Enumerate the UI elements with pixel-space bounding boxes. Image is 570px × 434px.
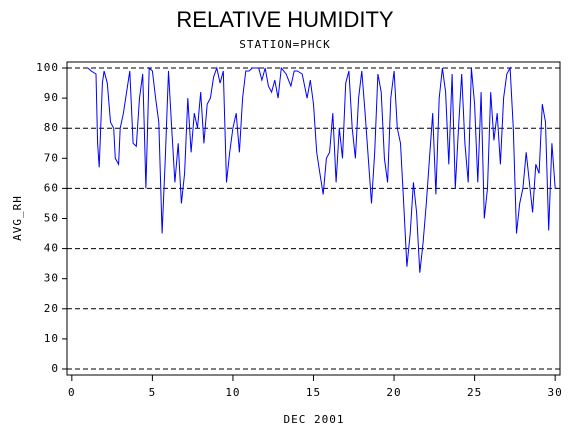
y-tick-label: 100 [36,61,59,74]
x-tick-label: 25 [467,386,482,399]
y-tick-label: 10 [44,332,59,345]
y-tick-label: 70 [44,151,59,164]
x-tick-label: 5 [149,386,157,399]
x-tick-label: 10 [225,386,240,399]
chart-subtitle: STATION=PHCK [239,38,330,51]
x-tick-label: 20 [386,386,401,399]
y-tick-label: 0 [51,362,59,375]
data-line [87,66,557,273]
chart-title: RELATIVE HUMIDITY [176,7,394,32]
y-tick-label: 20 [44,302,59,315]
y-tick-label: 80 [44,121,59,134]
y-tick-label: 40 [44,242,59,255]
y-tick-label: 30 [44,272,59,285]
x-axis-label: DEC 2001 [284,413,345,426]
x-tick-label: 15 [306,386,321,399]
y-axis-label: AVG_RH [11,195,24,241]
y-tick-label: 50 [44,212,59,225]
x-tick-label: 30 [548,386,563,399]
x-tick-label: 0 [68,386,76,399]
y-tick-label: 90 [44,91,59,104]
y-tick-label: 60 [44,181,59,194]
